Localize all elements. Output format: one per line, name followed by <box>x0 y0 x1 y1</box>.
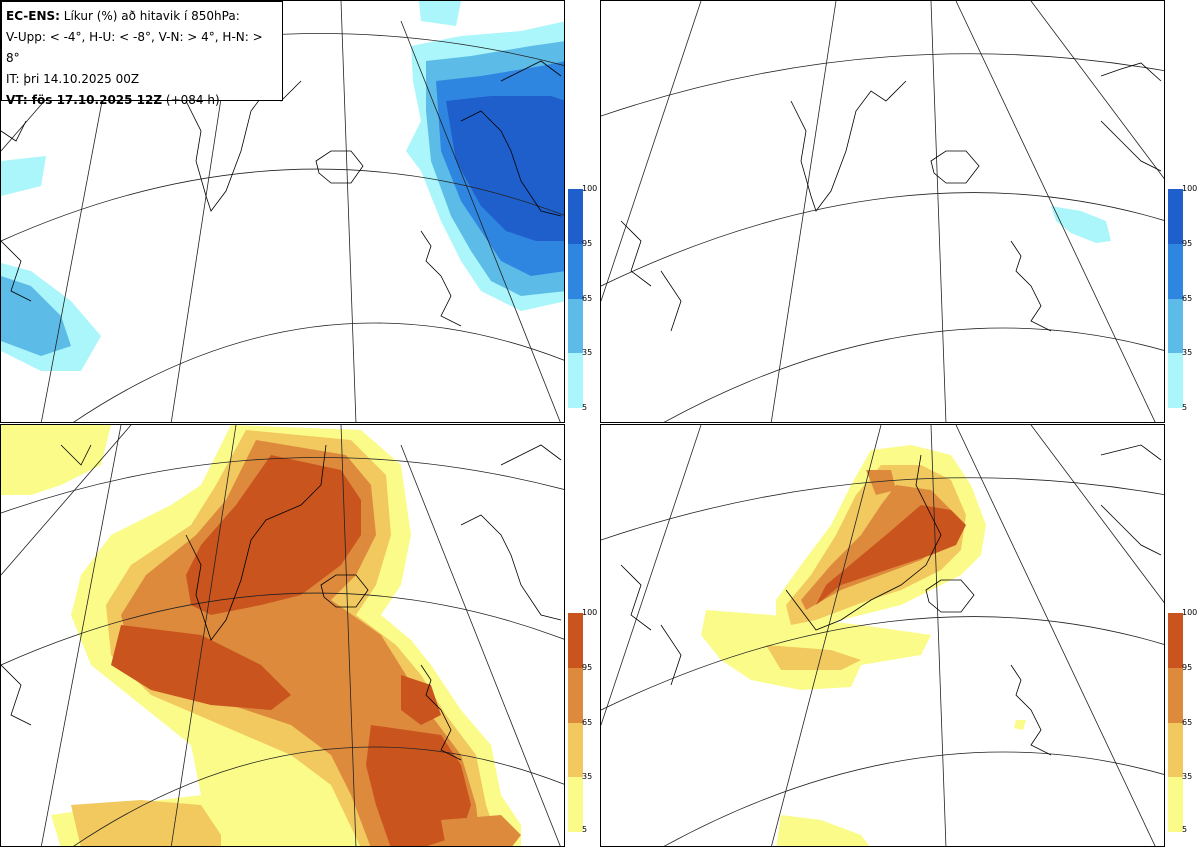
colorbar-tick: 100 <box>582 184 598 193</box>
lead-time: (+084 h) <box>162 93 220 107</box>
graticule <box>601 425 1164 846</box>
colorbar-orange-bottom-right <box>1168 613 1183 832</box>
probability-map-warm-4 <box>1 425 564 846</box>
colorbar-tick: 35 <box>582 348 593 357</box>
valid-time: VT: fös 17.10.2025 12Z <box>6 93 163 107</box>
colorbar-tick: 100 <box>582 608 598 617</box>
colorbar-tick: 35 <box>1182 772 1193 781</box>
colorbar-tick: 65 <box>582 294 593 303</box>
colorbar-tick: 100 <box>1182 608 1198 617</box>
coastlines <box>620 62 1162 332</box>
colorbar-tick: 5 <box>1182 825 1188 834</box>
colorbar-tick: 65 <box>1182 294 1193 303</box>
colorbar-blue-top-right <box>1168 189 1183 408</box>
colorbar-tick: 5 <box>582 403 588 412</box>
map-panel-top-right <box>600 0 1165 423</box>
colorbar-tick: 5 <box>582 825 588 834</box>
colorbar-orange-bottom-left <box>568 613 583 832</box>
colorbar-tick: 95 <box>582 663 593 672</box>
colorbar-tick: 65 <box>582 718 593 727</box>
coastlines <box>1 444 562 761</box>
probability-field <box>1 425 521 846</box>
probability-field <box>1 1 564 371</box>
model-name: EC-ENS: <box>6 9 60 23</box>
probability-field <box>701 445 1026 846</box>
graticule <box>601 1 1164 422</box>
probability-map-warm-8 <box>601 425 1164 846</box>
thresholds-text: V-Upp: < -4°, H-U: < -8°, V-N: > 4°, H-N… <box>6 30 263 65</box>
map-panel-bottom-right <box>600 424 1165 847</box>
probability-map-cold-8 <box>601 1 1164 422</box>
colorbar-tick: 35 <box>1182 348 1193 357</box>
probability-field <box>1051 206 1111 243</box>
map-panel-top-left: EC-ENS: Líkur (%) að hitavik í 850hPa: V… <box>0 0 565 423</box>
colorbar-tick: 65 <box>1182 718 1193 727</box>
product-description: Líkur (%) að hitavik í 850hPa: <box>59 9 240 23</box>
colorbar-tick: 95 <box>1182 663 1193 672</box>
probability-map-cold-4 <box>1 1 564 422</box>
colorbar-tick: 95 <box>1182 239 1193 248</box>
forecast-info-box: EC-ENS: Líkur (%) að hitavik í 850hPa: V… <box>1 1 283 107</box>
map-panel-bottom-left <box>0 424 565 847</box>
colorbar-tick: 5 <box>1182 403 1188 412</box>
colorbar-tick: 100 <box>1182 184 1198 193</box>
colorbar-blue-top-left <box>568 189 583 408</box>
coastlines <box>620 444 1162 756</box>
colorbar-tick: 35 <box>582 772 593 781</box>
graticule <box>1 425 564 846</box>
init-time: IT: þri 14.10.2025 00Z <box>6 72 140 86</box>
colorbar-tick: 95 <box>582 239 593 248</box>
